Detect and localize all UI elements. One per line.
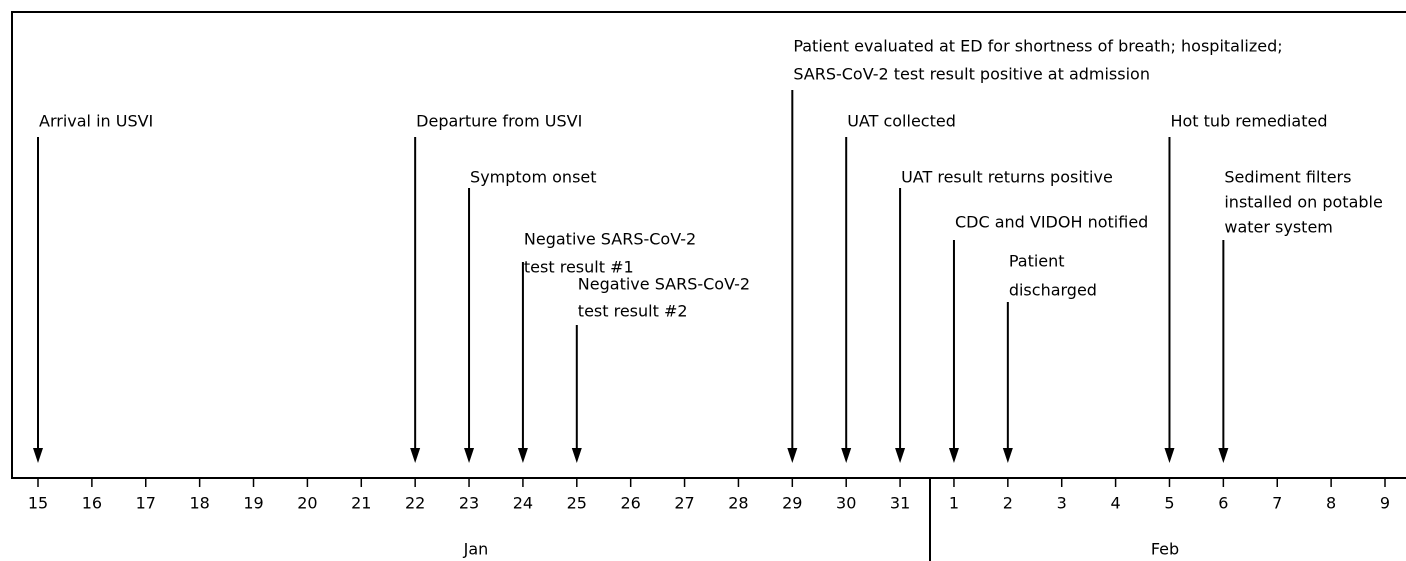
event-label: water system (1224, 218, 1333, 237)
arrow-head (464, 448, 475, 463)
event-label: SARS-CoV-2 test result positive at admis… (793, 65, 1150, 84)
event-label: Arrival in USVI (39, 112, 153, 131)
month-label: Feb (1151, 540, 1179, 559)
arrow-head (895, 448, 906, 463)
day-label: 26 (621, 494, 641, 513)
event-label: CDC and VIDOH notified (955, 213, 1148, 232)
day-label: 1 (949, 494, 959, 513)
arrow-head (948, 448, 959, 463)
event-label: test result #2 (578, 302, 688, 321)
day-label: 23 (459, 494, 479, 513)
day-label: 15 (28, 494, 48, 513)
event-label: Negative SARS-CoV-2 (578, 275, 750, 294)
day-label: 5 (1164, 494, 1174, 513)
day-label: 8 (1326, 494, 1336, 513)
day-label: 21 (351, 494, 371, 513)
day-label: 7 (1272, 494, 1282, 513)
day-label: 29 (782, 494, 802, 513)
day-label: 27 (674, 494, 694, 513)
day-label: 19 (243, 494, 263, 513)
day-label: 30 (836, 494, 856, 513)
event-label: UAT collected (847, 112, 956, 131)
day-label: 31 (890, 494, 910, 513)
arrow-head (1218, 448, 1229, 463)
day-label: 18 (189, 494, 209, 513)
arrow-head (33, 448, 43, 463)
arrow-head (517, 448, 528, 463)
day-label: 6 (1218, 494, 1228, 513)
arrow-head (787, 448, 798, 463)
day-label: 20 (297, 494, 317, 513)
day-label: 2 (1003, 494, 1013, 513)
event-label: Negative SARS-CoV-2 (524, 230, 696, 249)
day-label: 25 (567, 494, 587, 513)
event-label: discharged (1009, 281, 1097, 300)
day-label: 22 (405, 494, 425, 513)
month-label: Jan (463, 540, 489, 559)
day-label: 24 (513, 494, 533, 513)
day-label: 4 (1111, 494, 1121, 513)
frame (11, 11, 1406, 479)
event-label: installed on potable (1224, 193, 1382, 212)
event-label: test result #1 (524, 258, 634, 277)
event-label: Patient evaluated at ED for shortness of… (793, 37, 1282, 56)
day-label: 28 (728, 494, 748, 513)
event-label: Sediment filters (1224, 168, 1351, 187)
event-label: Patient (1009, 252, 1065, 271)
arrow-head (1164, 448, 1175, 463)
arrow-head (1002, 448, 1013, 463)
arrow-head (571, 448, 582, 463)
event-label: Departure from USVI (416, 112, 582, 131)
event-label: Symptom onset (470, 168, 596, 187)
day-label: 16 (82, 494, 102, 513)
day-label: 3 (1057, 494, 1067, 513)
arrow-head (841, 448, 852, 463)
day-label: 17 (136, 494, 156, 513)
event-label: Hot tub remediated (1170, 112, 1327, 131)
day-label: 9 (1380, 494, 1390, 513)
arrow-head (410, 448, 421, 463)
event-label: UAT result returns positive (901, 168, 1113, 187)
